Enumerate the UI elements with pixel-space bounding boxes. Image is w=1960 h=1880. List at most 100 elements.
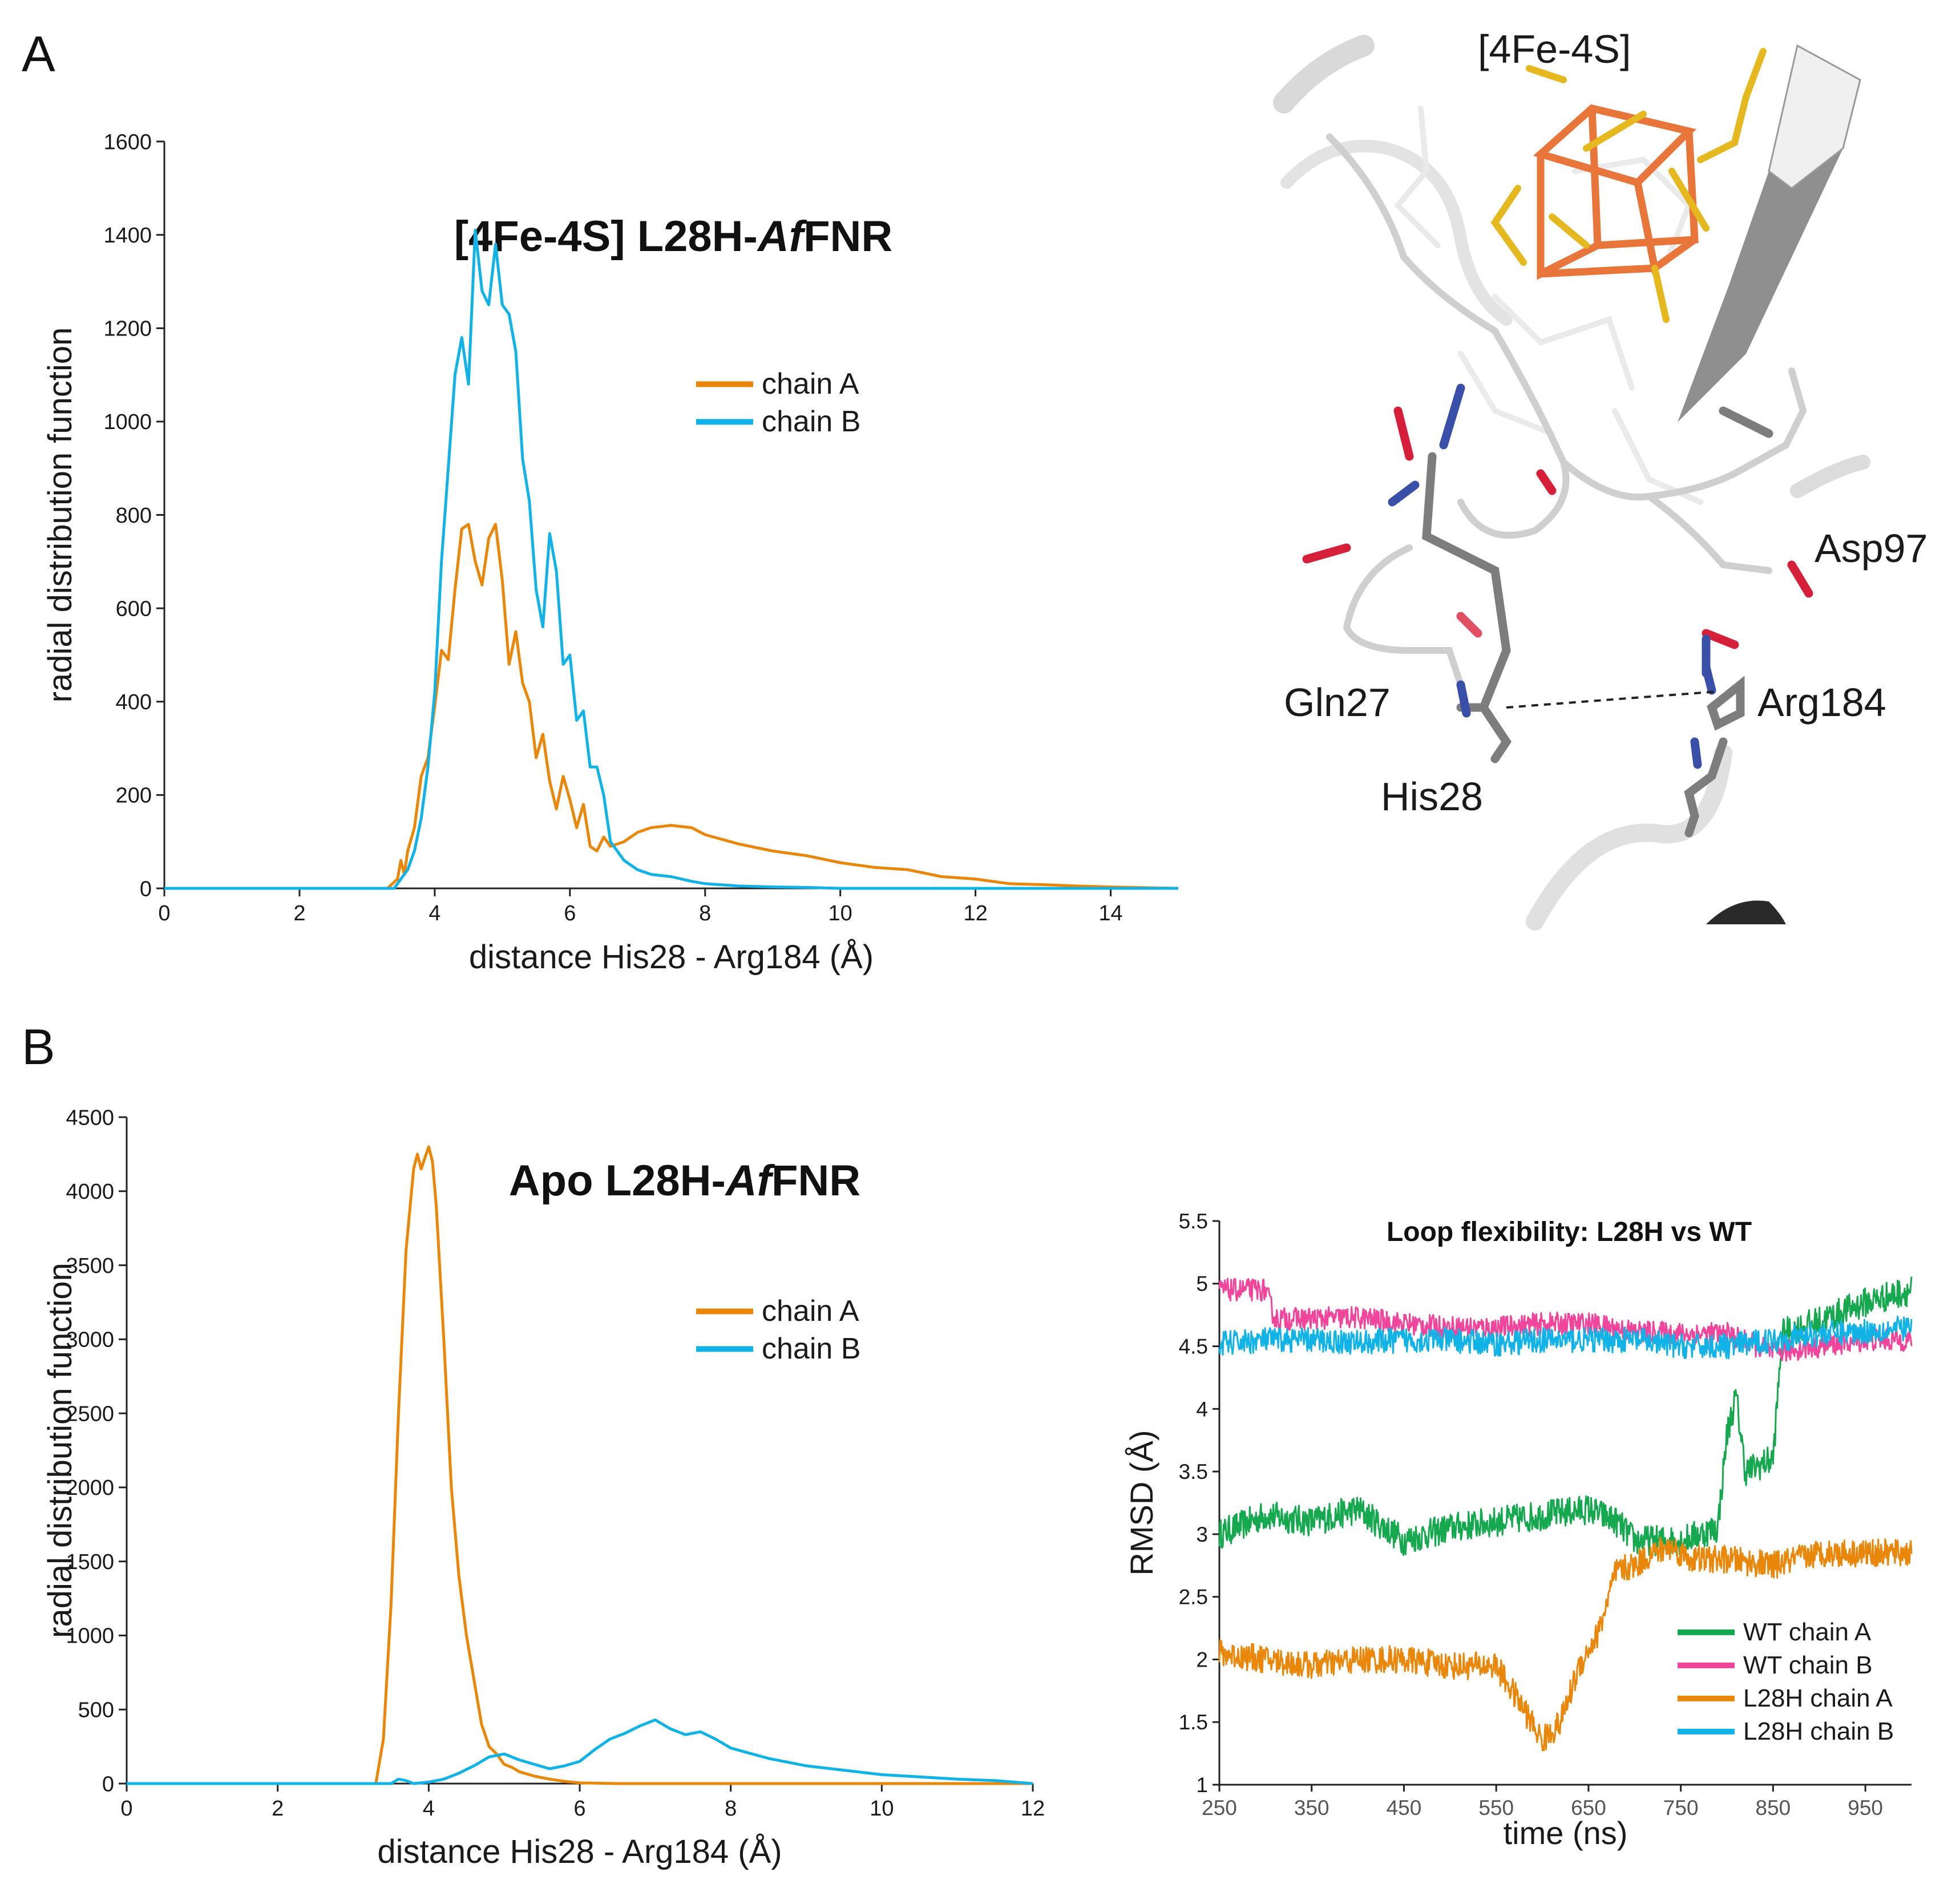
- series-line-l28h-chain-b: [1218, 1315, 1913, 1360]
- ribbon-bottom: [1526, 744, 1732, 931]
- structure-label-gln27: Gln27: [1284, 680, 1391, 725]
- y-tick-label: 2000: [66, 1476, 114, 1500]
- legend-label: WT chain A: [1743, 1618, 1872, 1646]
- y-tick-label: 1000: [103, 410, 152, 434]
- x-tick-label: 10: [829, 901, 852, 925]
- structure-label-fe4s4: [4Fe-4S]: [1478, 27, 1631, 71]
- x-tick-label: 2: [293, 901, 305, 925]
- y-axis-label: RMSD (Å): [1124, 1430, 1159, 1575]
- x-tick-label: 350: [1294, 1796, 1329, 1820]
- atom-accents: [1302, 383, 1813, 769]
- structure-label-asp97: Asp97: [1814, 526, 1927, 571]
- panel-a-label: A: [22, 26, 55, 82]
- x-tick-label: 250: [1202, 1796, 1237, 1820]
- legend-label: chain A: [762, 1295, 859, 1328]
- y-tick-label: 5: [1196, 1272, 1208, 1296]
- x-tick-label: 12: [1021, 1797, 1045, 1821]
- y-tick-label: 2: [1196, 1648, 1208, 1671]
- legend-label: chain B: [762, 405, 860, 438]
- x-axis-label: distance His28 - Arg184 (Å): [469, 939, 874, 976]
- series-line-chain-b: [164, 228, 1178, 890]
- beta-sheet-highlight: [1768, 44, 1861, 189]
- main-chain-sticks: [1326, 134, 1807, 688]
- y-tick-label: 1: [1196, 1773, 1208, 1797]
- y-tick-label: 1400: [103, 224, 152, 248]
- y-tick-label: 4.5: [1179, 1335, 1208, 1359]
- ribbon-top-left: [1273, 35, 1375, 114]
- x-tick-label: 4: [423, 1797, 435, 1821]
- series-line-chain-a: [164, 523, 1179, 890]
- y-tick-label: 500: [78, 1699, 114, 1723]
- series-line-wt-chain-b: [1218, 1277, 1913, 1362]
- y-tick-label: 1200: [103, 317, 152, 341]
- x-tick-label: 0: [158, 901, 170, 925]
- x-tick-label: 2: [272, 1797, 284, 1821]
- hbond-dashed-line: [1506, 690, 1718, 709]
- x-tick-label: 4: [429, 901, 441, 925]
- y-tick-label: 3500: [66, 1254, 114, 1278]
- y-axis-label: radial distribution function: [42, 328, 79, 703]
- y-tick-label: 5.5: [1179, 1210, 1208, 1233]
- x-tick-label: 10: [870, 1797, 894, 1821]
- y-tick-label: 1.5: [1179, 1711, 1208, 1734]
- y-tick-label: 200: [116, 784, 152, 808]
- y-tick-label: 4000: [66, 1180, 114, 1204]
- y-tick-label: 1600: [103, 130, 152, 154]
- x-tick-label: 450: [1387, 1796, 1422, 1820]
- chart-title: [4Fe-4S] L28H-AfFNR: [454, 212, 893, 261]
- y-tick-label: 2500: [66, 1402, 114, 1426]
- fe-s-cluster: [1490, 48, 1767, 323]
- ribbon-right: [1790, 455, 1870, 498]
- y-tick-label: 400: [116, 690, 152, 714]
- background-sticks: [1394, 106, 1703, 505]
- x-tick-label: 950: [1848, 1796, 1883, 1820]
- x-tick-label: 750: [1663, 1796, 1699, 1820]
- chart-title: Apo L28H-AfFNR: [509, 1157, 860, 1205]
- y-tick-label: 1000: [66, 1624, 114, 1648]
- panel-b-label: B: [22, 1018, 55, 1075]
- x-axis-label: time (ns): [1504, 1815, 1628, 1851]
- y-tick-label: 3.5: [1179, 1460, 1208, 1483]
- y-tick-label: 3: [1196, 1523, 1208, 1546]
- ribbon-loop: [1280, 140, 1513, 326]
- chart-b: 0 2 4 6 8 10 12 0 500 1000 1500 2000 2500 3000 3500 400…: [42, 1106, 1045, 1870]
- legend-label: chain B: [762, 1332, 860, 1365]
- y-tick-label: 800: [116, 504, 152, 528]
- chart-title: Loop flexibility: L28H vs WT: [1387, 1217, 1752, 1247]
- y-tick-label: 1500: [66, 1550, 114, 1574]
- structure-label-his28: His28: [1381, 774, 1483, 819]
- x-axis-label: distance His28 - Arg184 (Å): [377, 1833, 782, 1870]
- x-tick-label: 8: [699, 901, 711, 925]
- x-tick-label: 550: [1478, 1796, 1514, 1820]
- series-line-chain-a: [127, 1145, 1033, 1785]
- y-axis-label: radial distribution function: [42, 1263, 79, 1638]
- y-tick-label: 3000: [66, 1328, 114, 1352]
- protein-structure-icon: [4Fe-4S] Asp97 Gln27 His28 Arg184: [1273, 27, 1927, 931]
- y-tick-label: 0: [102, 1772, 114, 1796]
- y-tick-label: 4500: [66, 1106, 114, 1130]
- structure-label-arg184: Arg184: [1757, 680, 1886, 725]
- legend-label: chain A: [762, 367, 859, 401]
- y-tick-label: 4: [1196, 1397, 1208, 1421]
- chart-a: 0 2 4 6 8 10 12 14 0 200 400 600 800 1000 1200 1400 1600…: [42, 130, 1179, 976]
- x-tick-label: 850: [1756, 1796, 1791, 1820]
- x-tick-label: 650: [1571, 1796, 1606, 1820]
- series-line-l28h-chain-a: [1218, 1537, 1913, 1752]
- chart-c: 250 350 450 550 650 750 850 950 1 1.5 2 2.5 3 3.5 4 4.5…: [1124, 1210, 1913, 1851]
- y-tick-label: 2.5: [1179, 1586, 1208, 1609]
- y-tick-label: 0: [140, 877, 152, 901]
- x-tick-label: 6: [564, 901, 576, 925]
- legend-label: WT chain B: [1743, 1651, 1873, 1679]
- residue-sticks: [1422, 406, 1773, 838]
- dark-ribbon-bottom: [1706, 900, 1786, 924]
- legend-label: L28H chain B: [1743, 1717, 1894, 1745]
- x-tick-label: 12: [963, 901, 987, 925]
- legend-label: L28H chain A: [1743, 1684, 1893, 1712]
- series-line-chain-b: [127, 1718, 1033, 1785]
- x-tick-label: 6: [573, 1797, 585, 1821]
- y-tick-label: 600: [116, 597, 152, 621]
- x-tick-label: 0: [120, 1797, 132, 1821]
- x-tick-label: 14: [1098, 901, 1122, 925]
- x-tick-label: 8: [725, 1797, 737, 1821]
